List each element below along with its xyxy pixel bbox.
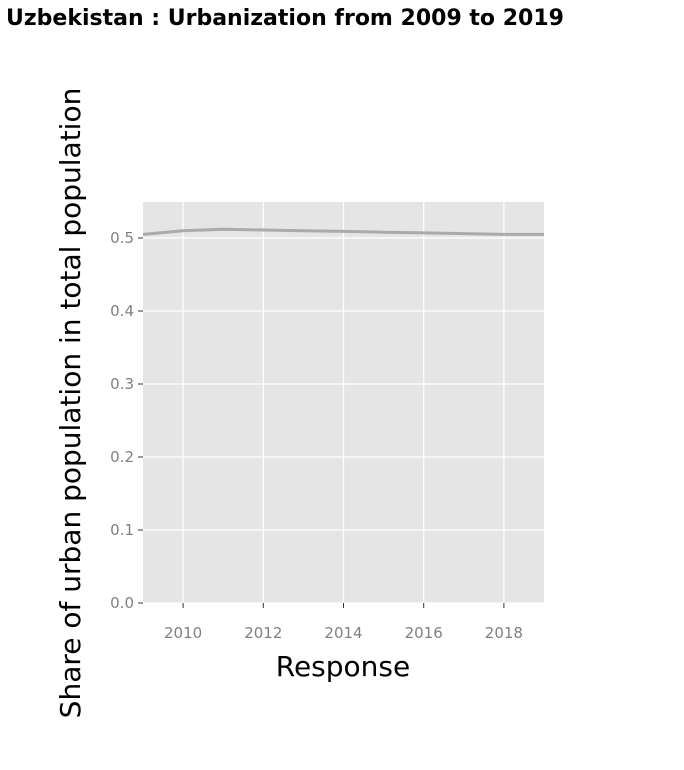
- x-tick-label: 2010: [164, 624, 202, 642]
- x-axis-title: Response: [276, 650, 410, 683]
- series-group: [142, 227, 544, 236]
- y-tick-label: 0.2: [110, 448, 134, 466]
- x-tick-label: 2018: [485, 624, 523, 642]
- grid-lines: [143, 202, 544, 604]
- y-tick-label: 0.0: [110, 594, 134, 612]
- chart-title: Uzbekistan : Urbanization from 2009 to 2…: [6, 6, 564, 31]
- y-tick-label: 0.3: [110, 375, 134, 393]
- series-line: [142, 227, 544, 236]
- x-tick-label: 2014: [324, 624, 362, 642]
- x-tick-label: 2012: [244, 624, 282, 642]
- y-tick-label: 0.4: [110, 302, 134, 320]
- x-tick-label: 2016: [405, 624, 443, 642]
- y-axis: 0.0 0.1 0.2 0.3 0.4 0.5: [110, 229, 143, 612]
- x-axis: 2010 2012 2014 2016 2018: [164, 603, 523, 642]
- y-tick-label: 0.5: [110, 229, 134, 247]
- y-tick-label: 0.1: [110, 521, 134, 539]
- y-axis-title: Share of urban population in total popul…: [54, 88, 87, 719]
